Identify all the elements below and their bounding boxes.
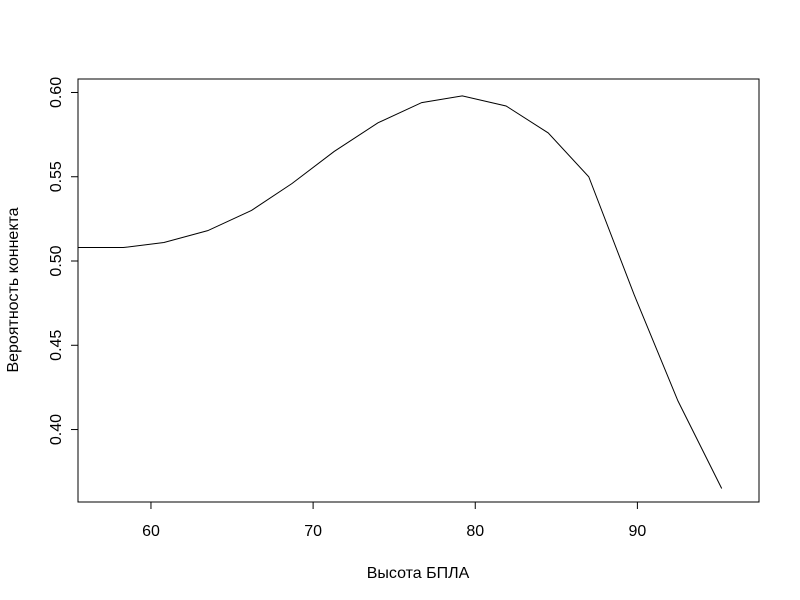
x-axis-label: Высота БПЛА	[367, 565, 470, 582]
y-tick-label: 0.55	[48, 161, 65, 192]
x-axis: 60 70 80 90	[142, 501, 646, 540]
y-tick-label: 0.45	[48, 330, 65, 361]
y-axis-label: Вероятность коннекта	[5, 207, 22, 372]
x-tick-label: 70	[304, 523, 322, 540]
series-layer	[78, 95, 723, 489]
x-tick-label: 80	[466, 523, 484, 540]
x-tick-label: 90	[628, 523, 646, 540]
series-line	[78, 95, 723, 489]
y-axis: 0.40 0.45 0.50 0.55 0.60	[48, 77, 79, 445]
x-tick-label: 60	[142, 523, 160, 540]
y-tick-label: 0.40	[48, 414, 65, 445]
y-tick-label: 0.60	[48, 77, 65, 108]
y-tick-label: 0.50	[48, 245, 65, 276]
